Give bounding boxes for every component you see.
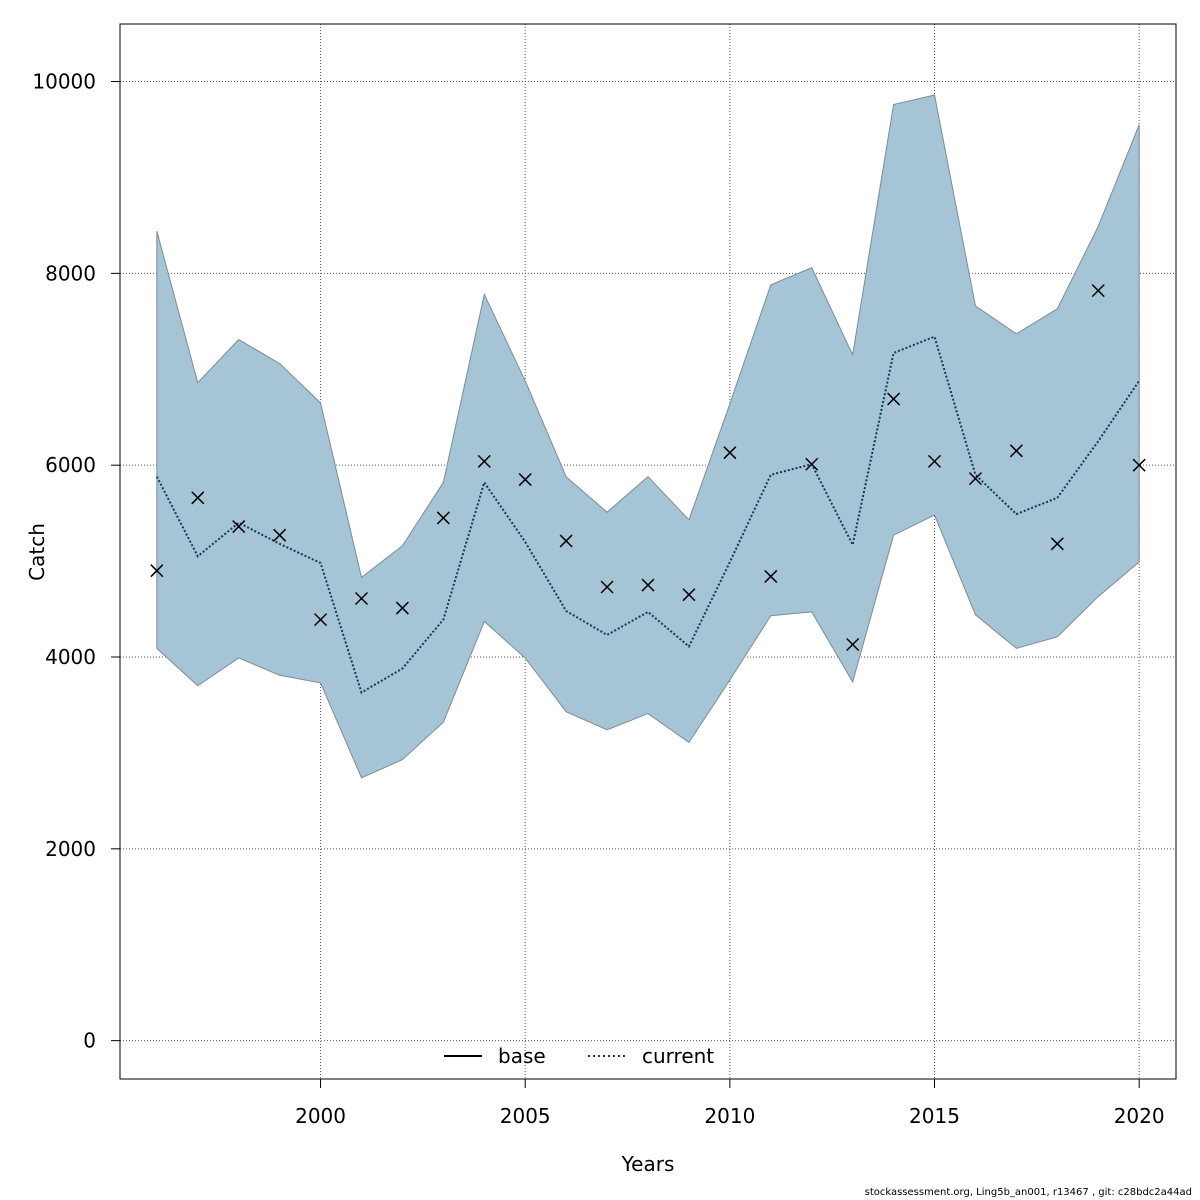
series-lines (155, 335, 1140, 694)
marker-2000 (314, 613, 328, 627)
marker-1996 (150, 564, 164, 578)
x-tick-label-2020: 2020 (1114, 1104, 1165, 1128)
footer-credit: stockassessment.org, Ling5b_an001, r1346… (864, 1187, 1192, 1198)
marker-2008 (641, 578, 655, 592)
marker-2019 (1091, 284, 1105, 298)
y-axis-ticks: 0 2000 4000 6000 8000 10000 (32, 70, 120, 1053)
marker-2016 (968, 472, 982, 486)
marker-2012 (805, 457, 819, 471)
y-tick-label-8000: 8000 (45, 261, 96, 285)
y-tick-label-6000: 6000 (45, 453, 96, 477)
y-tick-label-0: 0 (83, 1029, 96, 1053)
marker-2001 (354, 591, 369, 606)
x-axis-title: Years (621, 1152, 675, 1176)
marker-1999 (273, 528, 287, 542)
marker-2015 (927, 454, 942, 468)
observed-markers (150, 284, 1146, 652)
y-axis-title: Catch (25, 523, 49, 581)
marker-2020 (1132, 458, 1146, 472)
legend-current-label: current (642, 1044, 714, 1068)
marker-2010 (723, 446, 737, 460)
marker-2004 (477, 454, 491, 468)
x-tick-label-2010: 2010 (704, 1104, 755, 1128)
y-tick-label-4000: 4000 (45, 645, 96, 669)
marker-1997 (191, 491, 205, 505)
x-tick-label-2015: 2015 (909, 1104, 960, 1128)
y-tick-label-10000: 10000 (32, 70, 96, 94)
marker-2013 (846, 638, 860, 652)
legend-base-label: base (498, 1044, 546, 1068)
marker-1998 (232, 520, 246, 534)
x-axis-ticks: 2000 2005 2010 2015 2020 (295, 1079, 1165, 1128)
marker-2006 (559, 534, 573, 548)
marker-2003 (436, 511, 450, 525)
marker-2011 (764, 569, 778, 583)
marker-2007 (600, 580, 614, 594)
y-tick-label-2000: 2000 (45, 837, 96, 861)
x-tick-label-2000: 2000 (295, 1104, 346, 1128)
marker-2018 (1050, 537, 1064, 551)
marker-2009 (682, 588, 696, 602)
marker-2005 (518, 473, 532, 487)
x-tick-label-2005: 2005 (500, 1104, 551, 1128)
series-line-current (155, 335, 1140, 694)
confidence-band (156, 94, 1140, 779)
marker-2014 (887, 392, 901, 406)
plot-frame (119, 23, 1177, 1080)
legend: base current (444, 1044, 714, 1068)
marker-2017 (1009, 444, 1023, 458)
marker-2002 (395, 601, 409, 615)
